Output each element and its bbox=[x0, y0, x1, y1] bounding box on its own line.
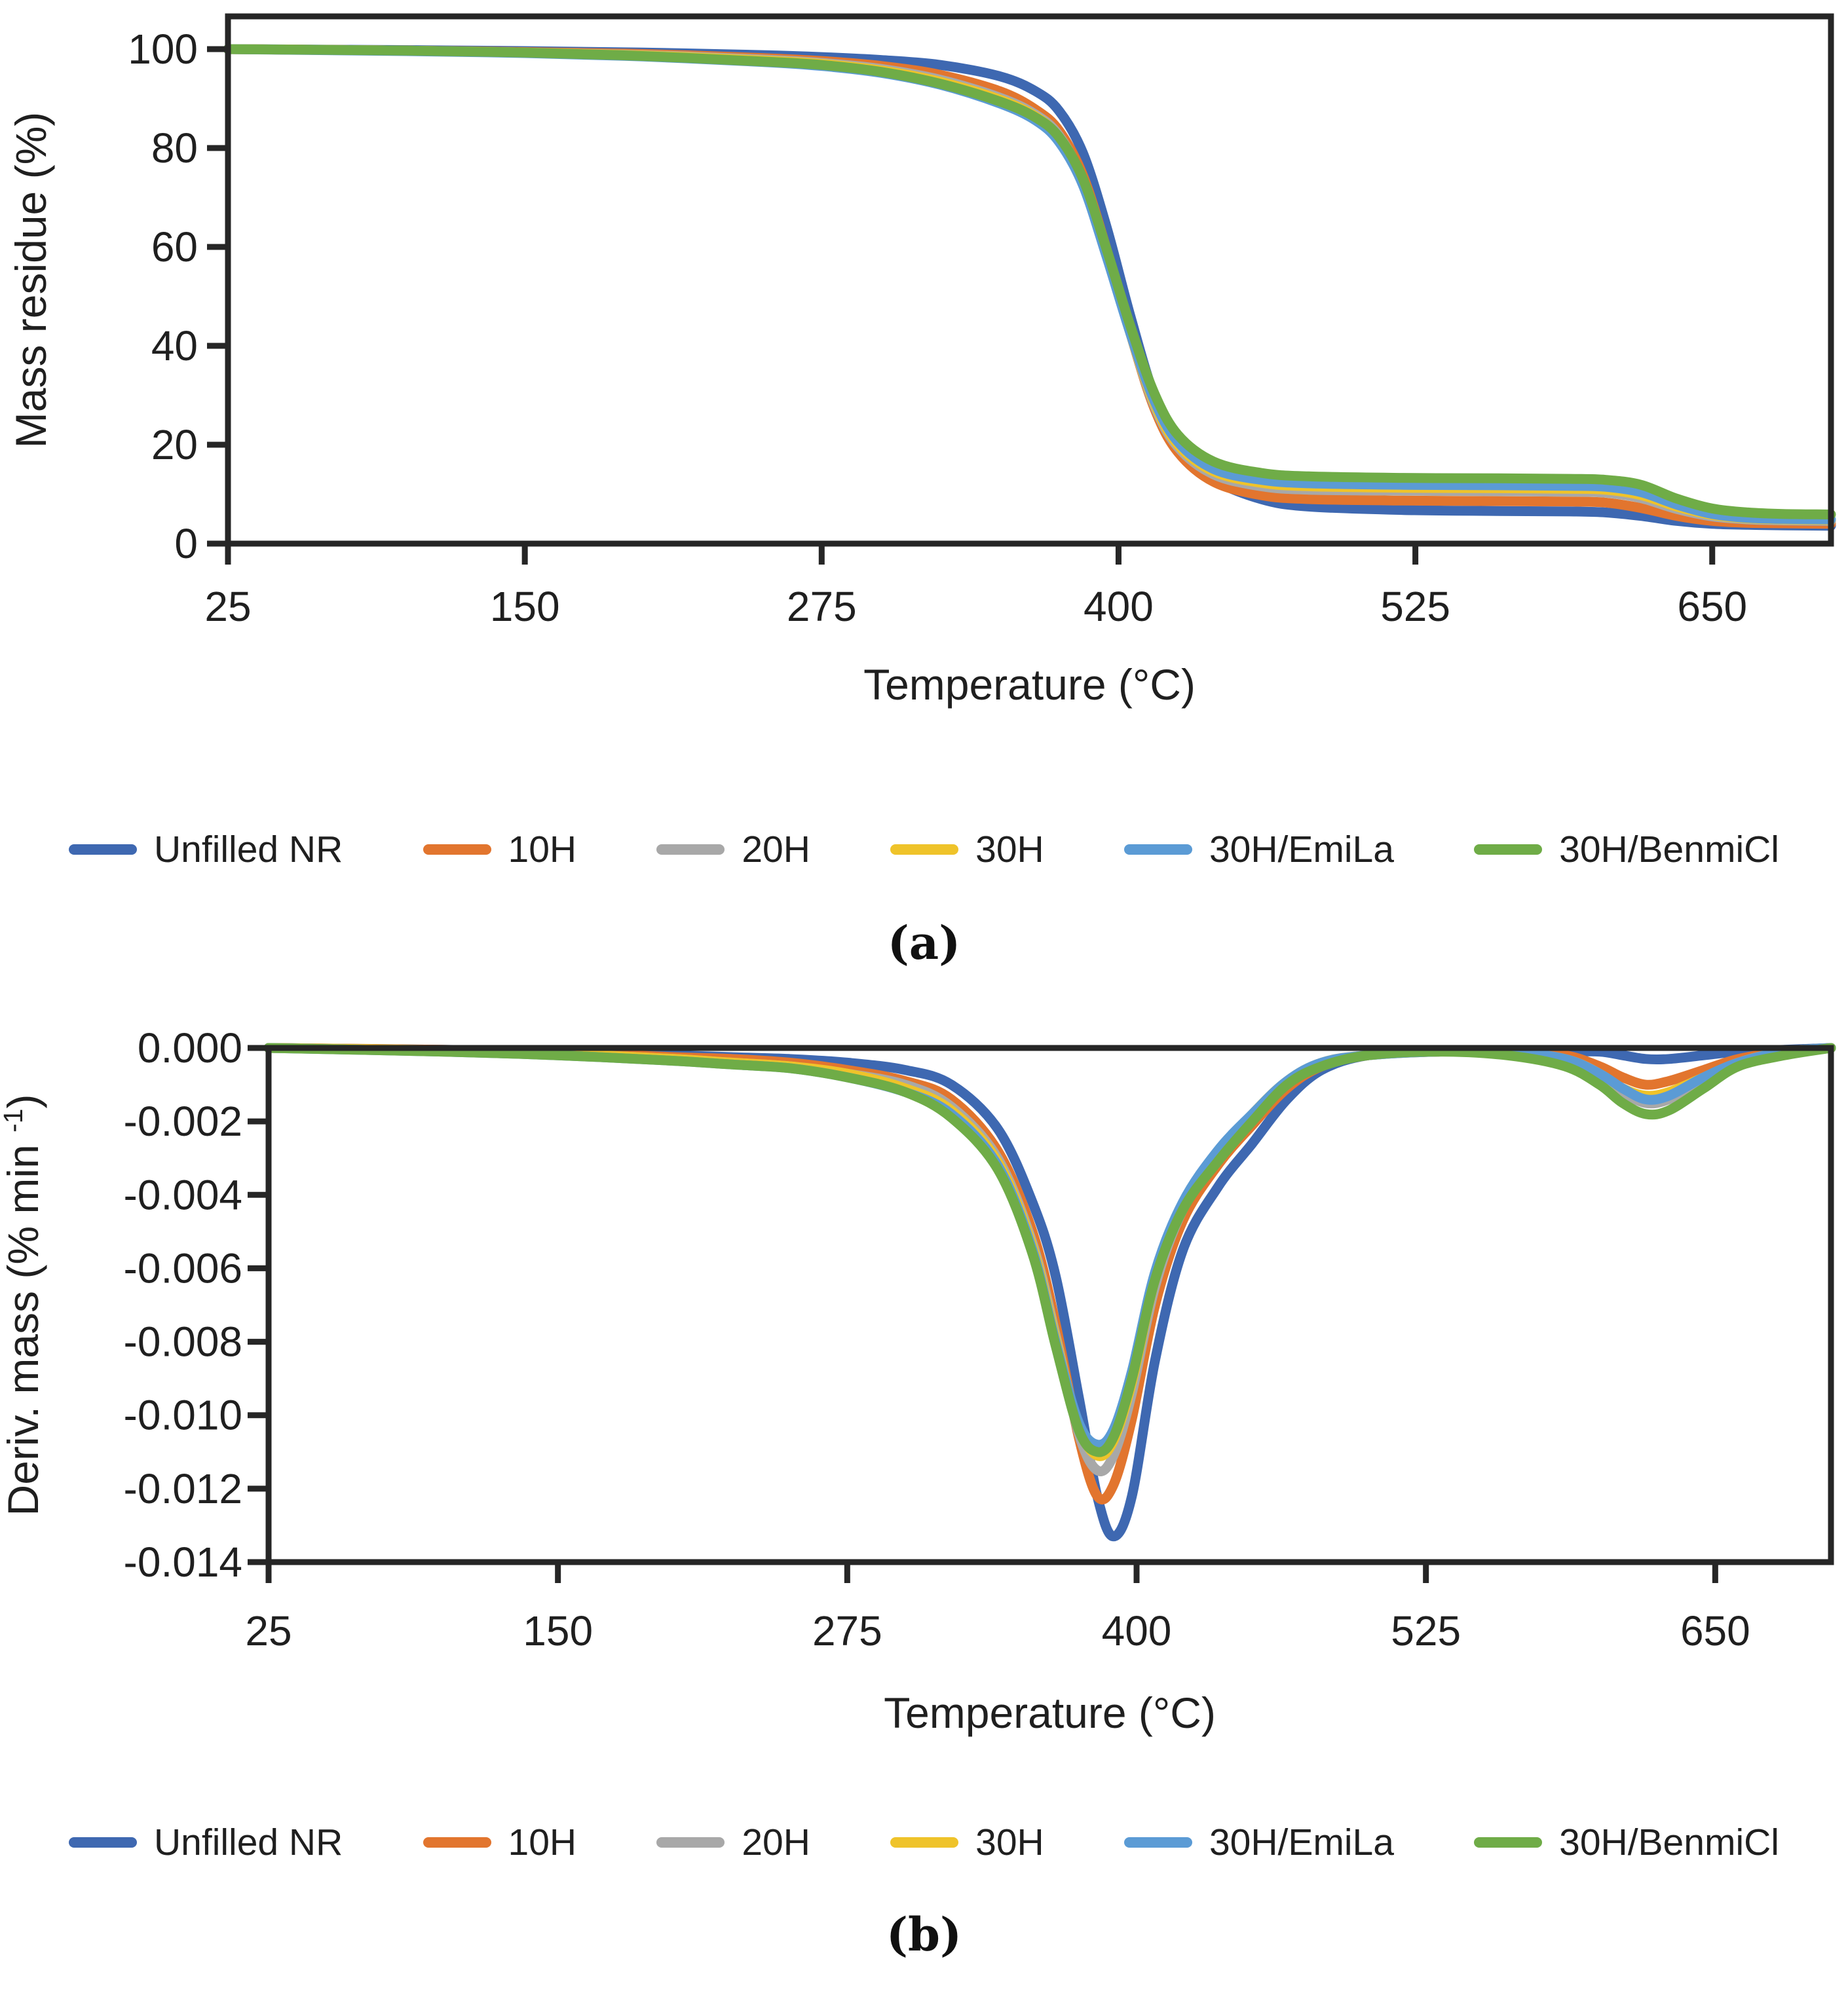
x-tick-label: 400 bbox=[1084, 583, 1154, 630]
y-axis-title: Mass residue (%) bbox=[7, 112, 55, 448]
legend-label: 30H bbox=[975, 1821, 1044, 1863]
y-tick-label: 20 bbox=[151, 421, 198, 468]
legend-item-30h-benmicl: 30H/BenmiCl bbox=[1474, 828, 1779, 871]
legend-item-10h: 10H bbox=[423, 828, 577, 871]
y-tick-label: -0.014 bbox=[124, 1539, 242, 1586]
legend-swatch-30h-emila bbox=[1123, 844, 1192, 855]
chart-a-mass-residue: 25 150 275 400 525 650 100 80 60 40 20 0 Temperature… bbox=[7, 13, 1836, 709]
series-line-30h-benmicl bbox=[263, 1043, 1836, 1457]
legend-item-30h: 30H bbox=[890, 1821, 1044, 1864]
legend-swatch-30h-benmicl bbox=[1474, 1837, 1543, 1848]
y-tick-label: 0.000 bbox=[138, 1024, 242, 1072]
legend-swatch-unfilled-nr bbox=[69, 1837, 137, 1848]
legend-item-20h: 20H bbox=[656, 1821, 810, 1864]
legend-item-unfilled-nr: Unfilled NR bbox=[69, 1821, 343, 1864]
legend-swatch-30h-benmicl bbox=[1474, 844, 1543, 855]
legend-label: 30H/BenmiCl bbox=[1559, 829, 1779, 870]
y-tick-label: 80 bbox=[151, 124, 198, 172]
legend-item-10h: 10H bbox=[423, 1821, 577, 1864]
legend-label: 20H bbox=[742, 1821, 810, 1863]
legend-swatch-30h bbox=[890, 844, 959, 855]
y-tick-label: -0.012 bbox=[124, 1465, 242, 1512]
legend-swatch-30h-emila bbox=[1123, 1837, 1192, 1848]
plot-border bbox=[225, 13, 1834, 547]
legend-item-30h: 30H bbox=[890, 828, 1044, 871]
x-tick-label: 650 bbox=[1677, 583, 1747, 630]
x-axis-title: Temperature (°C) bbox=[863, 660, 1196, 709]
legend-label: 30H/EmiLa bbox=[1209, 829, 1394, 870]
x-tick-label: 25 bbox=[204, 583, 251, 630]
legend-swatch-30h bbox=[890, 1837, 959, 1848]
series-line-30h-benmicl bbox=[223, 44, 1836, 519]
x-tick-label: 25 bbox=[245, 1607, 292, 1654]
y-tick-label: 100 bbox=[128, 26, 198, 73]
legend-swatch-unfilled-nr bbox=[69, 844, 137, 855]
y-tick-label: -0.004 bbox=[124, 1171, 242, 1218]
legend-item-20h: 20H bbox=[656, 828, 810, 871]
legend-label: Unfilled NR bbox=[154, 829, 343, 870]
legend-item-30h-benmicl: 30H/BenmiCl bbox=[1474, 1821, 1779, 1864]
x-tick-label: 150 bbox=[490, 583, 560, 630]
legend-item-unfilled-nr: Unfilled NR bbox=[69, 828, 343, 871]
legend-b: Unfilled NR 10H 20H 30H 30H/EmiLa 30H/BenmiCl bbox=[0, 1813, 1848, 1872]
x-tick-label: 275 bbox=[787, 583, 857, 630]
legend-swatch-20h bbox=[656, 844, 725, 855]
legend-label: Unfilled NR bbox=[154, 1821, 343, 1863]
legend-swatch-10h bbox=[423, 844, 491, 855]
legend-label: 30H/BenmiCl bbox=[1559, 1821, 1779, 1863]
y-tick-label: 0 bbox=[174, 520, 198, 567]
legend-swatch-10h bbox=[423, 1837, 491, 1848]
legend-label: 20H bbox=[742, 829, 810, 870]
legend-a: Unfilled NR 10H 20H 30H 30H/EmiLa 30H/BenmiCl bbox=[0, 820, 1848, 879]
x-axis-title: Temperature (°C) bbox=[884, 1689, 1216, 1737]
y-tick-label: -0.010 bbox=[124, 1392, 242, 1439]
legend-label: 30H/EmiLa bbox=[1209, 1821, 1394, 1863]
x-tick-label: 150 bbox=[523, 1607, 593, 1654]
legend-label: 10H bbox=[508, 829, 577, 870]
y-tick-label: 40 bbox=[151, 322, 198, 369]
x-tick-label: 525 bbox=[1391, 1607, 1461, 1654]
series-line-10h bbox=[263, 1043, 1836, 1504]
y-axis-title: Deriv. mass (% min -1) bbox=[0, 1094, 47, 1516]
x-tick-label: 275 bbox=[812, 1607, 882, 1654]
y-tick-label: -0.002 bbox=[124, 1098, 242, 1145]
legend-item-30h-emila: 30H/EmiLa bbox=[1123, 828, 1394, 871]
series-line-30h-emila bbox=[223, 44, 1836, 525]
y-tick-label: 60 bbox=[151, 223, 198, 271]
y-tick-label: -0.008 bbox=[124, 1318, 242, 1366]
plot-border bbox=[265, 1045, 1834, 1565]
legend-label: 10H bbox=[508, 1821, 577, 1863]
x-tick-label: 400 bbox=[1102, 1607, 1172, 1654]
x-tick-label: 525 bbox=[1380, 583, 1450, 630]
chart-b-deriv-mass: 25 150 275 400 525 650 0.000 -0.002 -0.004 -0.006… bbox=[0, 1024, 1836, 1737]
panel-b-label: (b) bbox=[886, 1907, 962, 1962]
legend-item-30h-emila: 30H/EmiLa bbox=[1123, 1821, 1394, 1864]
x-tick-label: 650 bbox=[1680, 1607, 1750, 1654]
legend-label: 30H bbox=[975, 829, 1044, 870]
panel-a-label: (a) bbox=[887, 916, 961, 970]
legend-swatch-20h bbox=[656, 1837, 725, 1848]
y-tick-label: -0.006 bbox=[124, 1244, 242, 1292]
